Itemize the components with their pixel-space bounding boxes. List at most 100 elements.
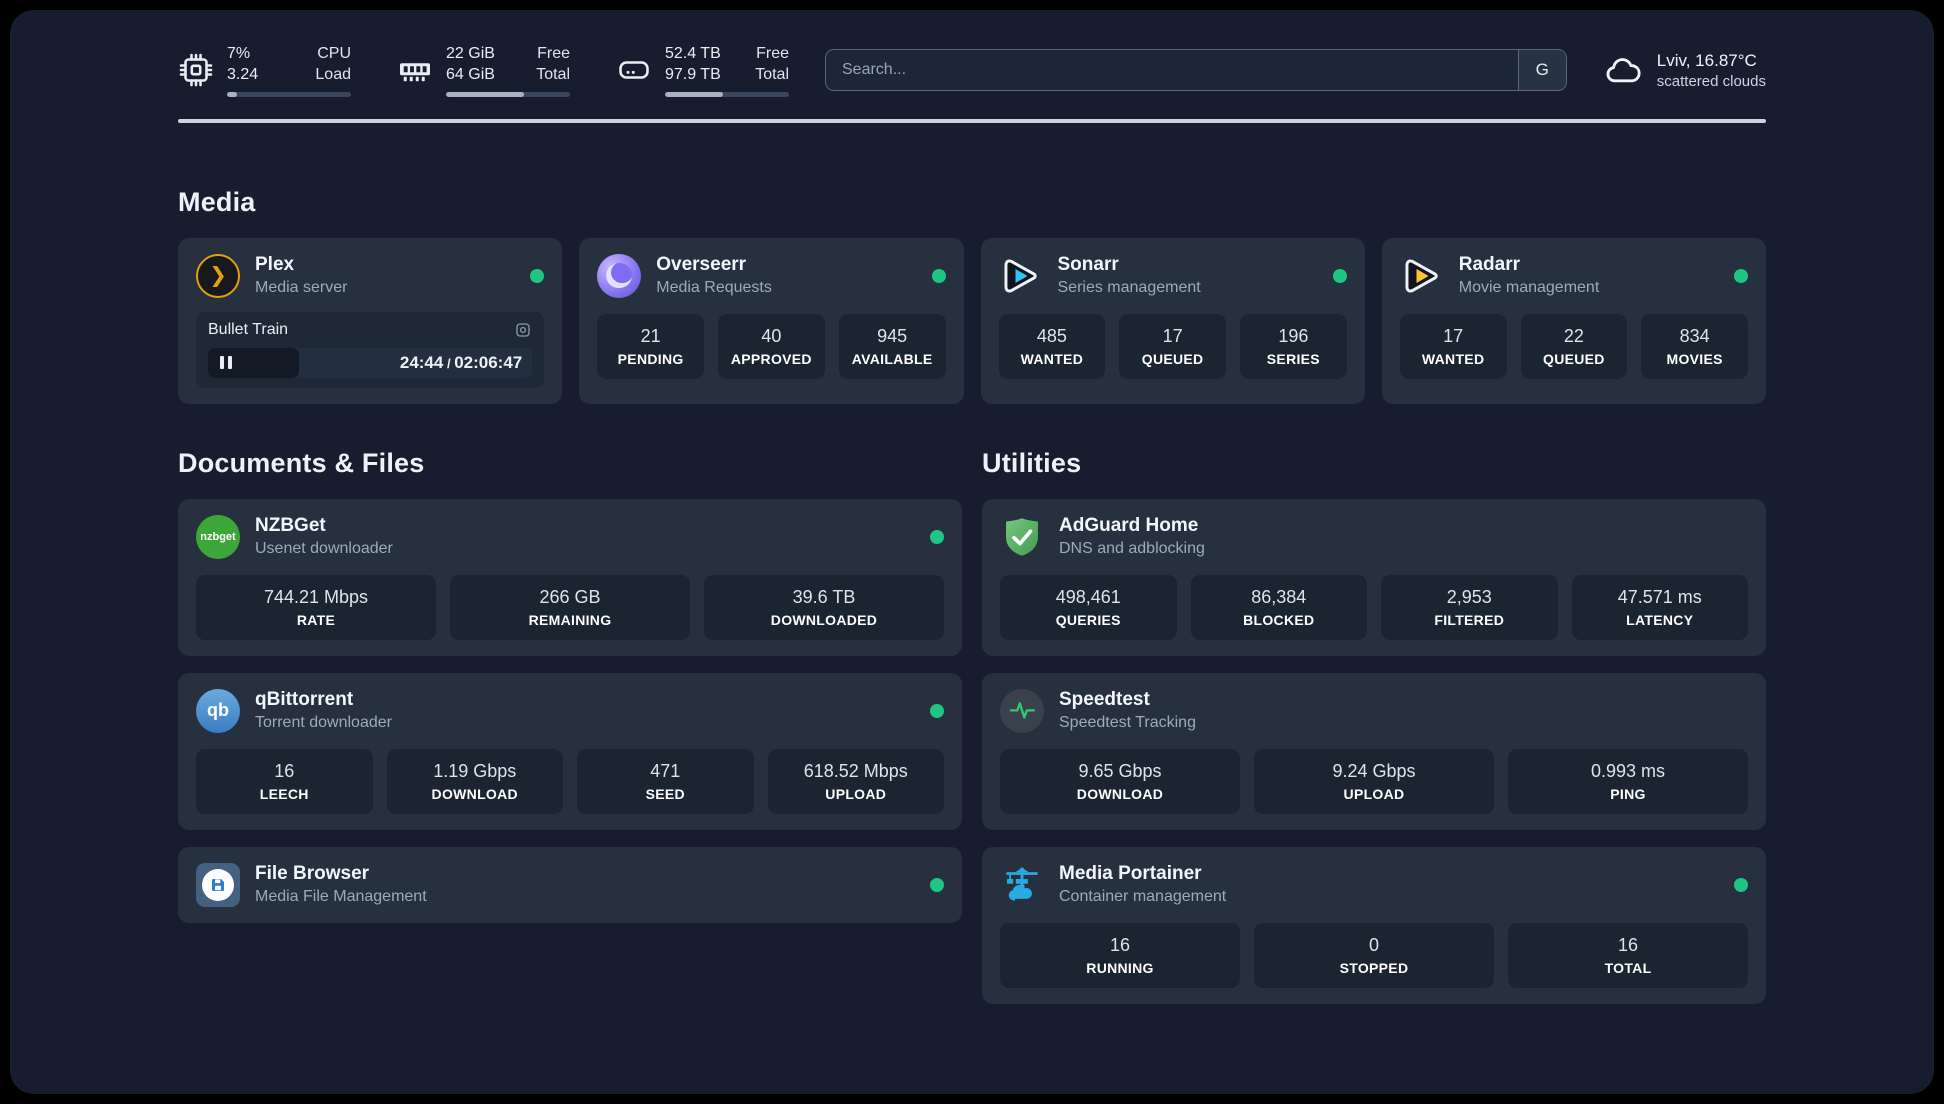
sonarr-icon — [999, 254, 1043, 298]
app-description: Media server — [255, 278, 348, 296]
stat-tile: 17 WANTED — [1399, 313, 1507, 379]
app-description: DNS and adblocking — [1059, 539, 1205, 557]
stat-tile: 86,384 BLOCKED — [1190, 574, 1367, 640]
nzbget-icon: nzbget — [196, 514, 240, 559]
system-stats: 7% 3.24 CPU Load — [178, 44, 789, 97]
status-dot-online — [1332, 268, 1347, 283]
cpu-chip-icon — [178, 52, 214, 88]
playback-progress-bar[interactable]: 24:44 / 02:06:47 — [208, 347, 533, 378]
utilities-section-title: Utilities — [982, 447, 1082, 478]
memory-total-label: Total — [536, 65, 570, 83]
app-description: Usenet downloader — [255, 539, 393, 557]
search-engine-button[interactable]: G — [1517, 50, 1566, 91]
app-description: Container management — [1059, 887, 1227, 905]
app-name: Overseerr — [656, 254, 747, 276]
app-name: qBittorrent — [255, 689, 354, 711]
memory-free-value: 22 GiB — [446, 45, 495, 62]
stat-tile: 2,953 FILTERED — [1381, 574, 1558, 640]
status-dot-online — [931, 268, 946, 283]
stat-tile: 9.24 Gbps UPLOAD — [1254, 748, 1494, 814]
app-card-plex[interactable]: ❯ Plex Media server Bullet Train — [178, 237, 563, 404]
status-dot-online — [930, 877, 944, 892]
app-card-speedtest[interactable]: Speedtest Speedtest Tracking 9.65 Gbps D… — [982, 672, 1766, 830]
now-playing-title: Bullet Train — [208, 320, 289, 338]
app-description: Movie management — [1458, 278, 1600, 296]
app-card-radarr[interactable]: Radarr Movie management 17 WANTED 22 QUE… — [1381, 237, 1766, 404]
stat-tile: 471 SEED — [577, 748, 754, 814]
file-browser-icon — [196, 862, 240, 907]
status-dot-online — [930, 703, 944, 718]
pause-icon — [220, 356, 232, 370]
overseerr-icon — [597, 253, 642, 298]
stat-tile: 47.571 ms LATENCY — [1571, 574, 1748, 640]
session-icon — [514, 321, 532, 339]
cpu-load-label: Load — [315, 65, 351, 83]
cpu-usage-label: CPU — [317, 45, 351, 62]
disk-free-label: Free — [756, 45, 789, 62]
top-bar: 7% 3.24 CPU Load — [178, 44, 1766, 97]
weather-location-temp: Lviv, 16.87°C — [1656, 50, 1757, 70]
stat-tile: 834 MOVIES — [1641, 313, 1748, 379]
stat-tile: 17 QUEUED — [1119, 313, 1226, 379]
app-name: Media Portainer — [1059, 863, 1202, 885]
app-card-nzbget[interactable]: nzbget NZBGet Usenet downloader 744.21 M… — [178, 498, 962, 656]
cpu-usage-value: 7% — [227, 45, 251, 62]
status-dot-online — [1734, 268, 1748, 283]
cpu-stat: 7% 3.24 CPU Load — [178, 44, 351, 97]
cpu-progress-bar — [227, 91, 351, 97]
app-card-adguard-home[interactable]: AdGuard Home DNS and adblocking 498,461 … — [982, 498, 1766, 656]
stat-tile: 16 LEECH — [196, 748, 373, 814]
section-utilities: Utilities — [982, 448, 1766, 1021]
stat-tile: 945 AVAILABLE — [838, 313, 946, 379]
stat-tile: 485 WANTED — [998, 313, 1106, 379]
memory-total-value: 64 GiB — [446, 65, 495, 83]
dashboard: 7% 3.24 CPU Load — [10, 10, 1934, 1094]
disk-progress-bar — [665, 91, 789, 97]
memory-free-label: Free — [537, 45, 570, 62]
app-card-media-portainer[interactable]: Media Portainer Container management 16 … — [982, 846, 1766, 1004]
plex-icon: ❯ — [196, 253, 240, 298]
app-description: Media Requests — [656, 278, 772, 296]
app-name: NZBGet — [255, 515, 326, 537]
search-input[interactable] — [826, 50, 1518, 91]
status-dot-online — [930, 529, 944, 544]
disk-free-value: 52.4 TB — [665, 45, 721, 62]
disk-total-label: Total — [755, 65, 789, 83]
app-name: Plex — [255, 254, 295, 276]
app-name: File Browser — [255, 863, 370, 885]
stat-tile: 0 STOPPED — [1254, 922, 1494, 988]
disk-total-value: 97.9 TB — [665, 65, 721, 83]
app-card-overseerr[interactable]: Overseerr Media Requests 21 PENDING 40 A… — [579, 237, 964, 404]
topbar-divider — [178, 118, 1766, 123]
disk-stat: 52.4 TB 97.9 TB Free Total — [616, 44, 789, 97]
search-box: G — [825, 49, 1567, 92]
stat-tile: 22 QUEUED — [1520, 313, 1628, 379]
app-card-file-browser[interactable]: File Browser Media File Management — [178, 846, 962, 923]
media-section-title: Media — [178, 186, 256, 217]
documents-section-title: Documents & Files — [178, 447, 425, 478]
plex-now-playing: Bullet Train 24:44 / 02:06:47 — [196, 311, 545, 388]
stat-tile: 196 SERIES — [1240, 313, 1347, 379]
cpu-load-value: 3.24 — [227, 65, 259, 83]
cloud-icon — [1603, 50, 1643, 90]
section-media: Media ❯ Plex Media server — [178, 187, 1766, 404]
ram-icon — [397, 52, 433, 88]
disk-icon — [616, 52, 652, 88]
stat-tile: 21 PENDING — [597, 313, 704, 379]
stat-tile: 498,461 QUERIES — [1000, 574, 1177, 640]
memory-stat: 22 GiB 64 GiB Free Total — [397, 44, 570, 97]
app-description: Series management — [1057, 278, 1201, 296]
stat-tile: 0.993 ms PING — [1508, 748, 1748, 814]
stat-tile: 9.65 Gbps DOWNLOAD — [1000, 748, 1240, 814]
app-card-sonarr[interactable]: Sonarr Series management 485 WANTED 17 Q… — [980, 237, 1365, 404]
speedtest-pulse-icon — [1000, 688, 1044, 733]
app-description: Speedtest Tracking — [1059, 713, 1196, 731]
stat-tile: 16 TOTAL — [1508, 922, 1748, 988]
memory-progress-bar — [446, 91, 570, 97]
qbittorrent-icon: qb — [196, 688, 240, 733]
stat-tile: 40 APPROVED — [718, 313, 825, 379]
app-card-qbittorrent[interactable]: qb qBittorrent Torrent downloader 16 LEE… — [178, 672, 962, 830]
app-name: Radarr — [1458, 254, 1520, 276]
status-dot-online — [1734, 877, 1748, 892]
portainer-crane-icon — [1000, 863, 1044, 907]
